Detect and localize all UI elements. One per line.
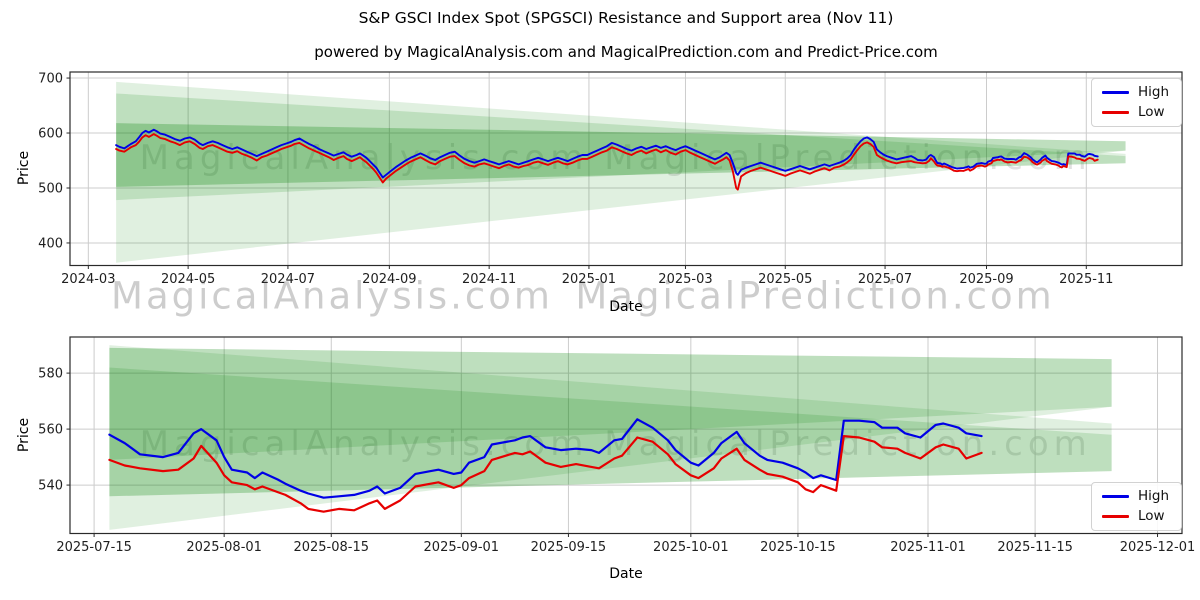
svg-text:2025-11-15: 2025-11-15 xyxy=(997,540,1073,555)
svg-text:2024-11: 2024-11 xyxy=(462,272,516,287)
svg-text:2024-09: 2024-09 xyxy=(362,272,416,287)
high-line-swatch xyxy=(1102,495,1129,499)
chart-subtitle: powered by MagicalAnalysis.com and Magic… xyxy=(314,43,938,61)
x-axis-label-bottom: Date xyxy=(609,566,643,582)
legend-item-low: Low xyxy=(1102,103,1169,120)
svg-text:2025-11-01: 2025-11-01 xyxy=(890,540,966,555)
legend-label-high: High xyxy=(1138,488,1170,504)
svg-text:2025-07: 2025-07 xyxy=(858,272,912,287)
watermark-prediction-mid: MagicalPrediction.com xyxy=(575,274,1055,318)
svg-text:580: 580 xyxy=(38,367,63,382)
high-line-swatch xyxy=(1102,91,1129,95)
svg-text:2025-11: 2025-11 xyxy=(1059,272,1113,287)
svg-text:2025-03: 2025-03 xyxy=(658,272,712,287)
legend-bottom: High Low xyxy=(1091,482,1183,531)
svg-text:2025-05: 2025-05 xyxy=(758,272,812,287)
legend-label-high: High xyxy=(1138,84,1170,100)
svg-text:2025-09-01: 2025-09-01 xyxy=(424,540,500,555)
svg-text:700: 700 xyxy=(38,72,63,87)
svg-text:2025-08-15: 2025-08-15 xyxy=(293,540,369,555)
svg-text:2024-05: 2024-05 xyxy=(161,272,215,287)
legend-label-low: Low xyxy=(1138,507,1165,524)
watermark-analysis-bottom: MagicalAnalysis.com xyxy=(139,424,589,464)
svg-text:2025-09-15: 2025-09-15 xyxy=(531,540,607,555)
page-title: S&P GSCI Index Spot (SPGSCI) Resistance … xyxy=(358,9,894,27)
legend-label-low: Low xyxy=(1138,103,1165,120)
svg-text:600: 600 xyxy=(38,127,63,142)
low-line-swatch xyxy=(1102,514,1129,518)
svg-text:500: 500 xyxy=(38,181,63,196)
svg-text:2025-07-15: 2025-07-15 xyxy=(56,540,132,555)
legend-top: High Low xyxy=(1091,78,1183,127)
x-axis-label-top: Date xyxy=(609,299,643,315)
svg-text:400: 400 xyxy=(38,236,63,251)
y-axis-label-top: Price xyxy=(16,150,32,186)
svg-text:2025-12-01: 2025-12-01 xyxy=(1120,540,1196,555)
legend-item-high: High xyxy=(1102,84,1170,100)
svg-text:540: 540 xyxy=(38,479,63,494)
y-axis-label-bottom: Price xyxy=(16,417,32,453)
svg-text:2025-01: 2025-01 xyxy=(562,272,616,287)
svg-text:2024-03: 2024-03 xyxy=(61,272,115,287)
watermark-analysis-mid: MagicalAnalysis.com xyxy=(111,274,553,318)
legend-item-high: High xyxy=(1102,488,1170,504)
svg-text:2025-09: 2025-09 xyxy=(959,272,1013,287)
svg-text:2025-10-15: 2025-10-15 xyxy=(760,540,836,555)
svg-text:560: 560 xyxy=(38,423,63,438)
svg-text:2025-08-01: 2025-08-01 xyxy=(186,540,262,555)
svg-text:2024-07: 2024-07 xyxy=(261,272,315,287)
legend-item-low: Low xyxy=(1102,507,1169,524)
svg-text:2025-10-01: 2025-10-01 xyxy=(653,540,729,555)
low-line-swatch xyxy=(1102,110,1129,114)
